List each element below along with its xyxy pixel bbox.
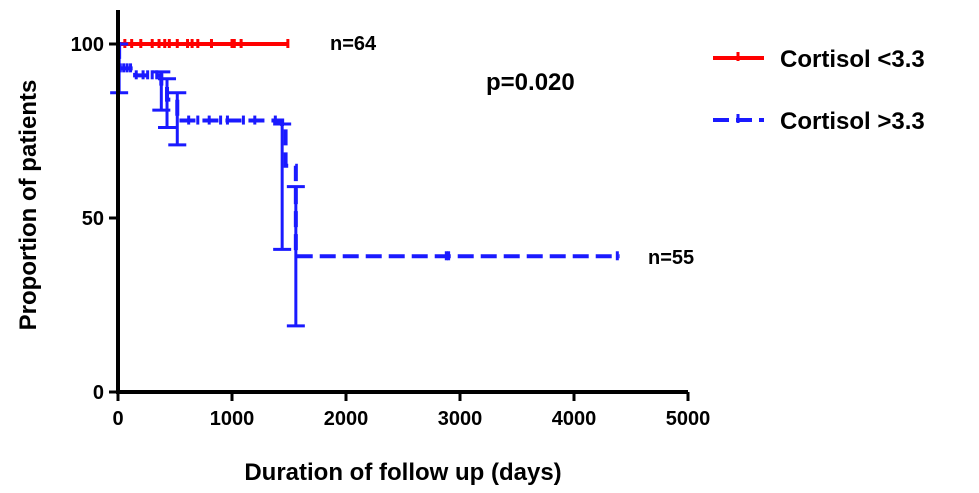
legend-label-cortisol-high: Cortisol >3.3: [780, 108, 925, 135]
axes: [116, 10, 688, 394]
ticks: 0 1000 2000 3000 4000 5000 0 50 100: [71, 34, 711, 430]
n-cortisol-high-annotation: n=55: [648, 247, 694, 269]
p-value-annotation: p=0.020: [486, 69, 575, 96]
x-tick-label: 1000: [210, 408, 255, 430]
x-axis-title: Duration of follow up (days): [244, 459, 561, 486]
y-tick-label: 0: [93, 382, 104, 404]
legend: Cortisol <3.3 Cortisol >3.3: [713, 46, 925, 135]
series-layer: [110, 39, 620, 328]
x-tick-label: 0: [112, 408, 123, 430]
series-cortisol-high: [110, 42, 620, 328]
n-cortisol-low-annotation: n=64: [330, 33, 377, 55]
x-tick-label: 3000: [438, 408, 483, 430]
y-tick-label: 100: [71, 34, 104, 56]
survival-line-cortisol-high: [117, 42, 620, 259]
y-tick-label: 50: [82, 208, 104, 230]
legend-item-cortisol-low: Cortisol <3.3: [713, 46, 925, 73]
series-cortisol-low: [118, 39, 290, 48]
legend-item-cortisol-high: Cortisol >3.3: [713, 108, 925, 135]
x-tick-label: 5000: [666, 408, 711, 430]
y-axis-title: Proportion of patients: [15, 80, 42, 331]
x-tick-label: 2000: [324, 408, 369, 430]
legend-label-cortisol-low: Cortisol <3.3: [780, 46, 925, 73]
x-tick-label: 4000: [552, 408, 597, 430]
